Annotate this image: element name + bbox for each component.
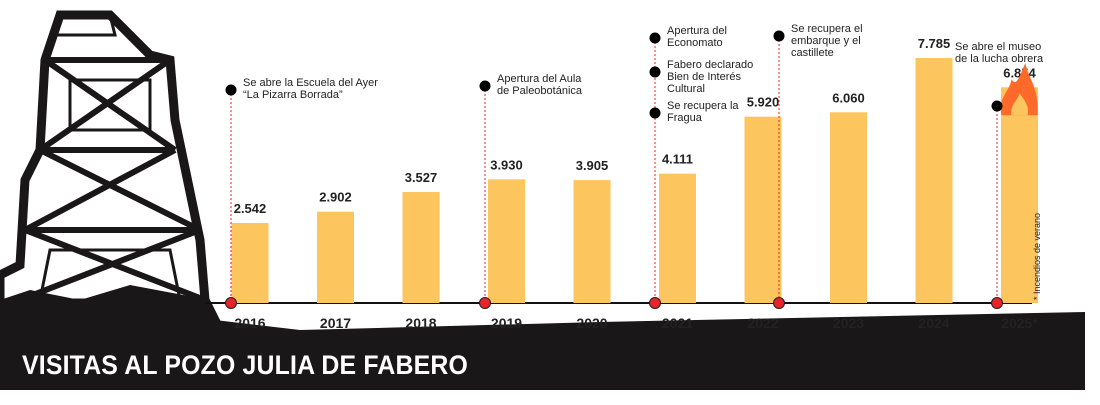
value-label-2021: 4.111 — [662, 152, 693, 167]
value-label-2022: 5.920 — [747, 95, 780, 110]
value-label-2018: 3.527 — [405, 170, 438, 185]
annotation-marker-2021 — [649, 297, 661, 309]
mine-tower-silhouette — [0, 10, 1085, 390]
tick-label-2019: 2019 — [491, 315, 522, 331]
flame-inner — [1011, 93, 1029, 116]
tick-label-2024: 2024 — [918, 315, 949, 331]
annotation-dot — [225, 84, 237, 96]
annotation-marker-2016 — [225, 297, 237, 309]
value-label-2020: 3.905 — [576, 158, 609, 173]
annotation-text-2021: Apertura del Economato — [667, 25, 727, 49]
annotation-dot — [773, 30, 785, 42]
annotation-dot — [649, 66, 661, 78]
bar-2021 — [659, 173, 696, 303]
annotation-text-2019: Apertura del Aula de Paleobotánica — [497, 73, 583, 97]
flame-icon — [1000, 63, 1038, 116]
tick-label-2017: 2017 — [320, 315, 351, 331]
bar-2025* — [1001, 87, 1038, 304]
value-label-2024: 7.785 — [918, 36, 951, 51]
annotation-marker-2019 — [479, 297, 491, 309]
chart-title: VISITAS AL POZO JULIA DE FABERO — [22, 350, 468, 380]
bar-2019 — [488, 179, 525, 303]
annotation-text-2021: Se recupera la Fragua — [667, 100, 739, 124]
bar-2016 — [231, 223, 269, 303]
tick-label-2020: 2020 — [576, 315, 607, 331]
bar-2018 — [402, 192, 440, 303]
annotation-marker-2022 — [773, 297, 785, 309]
value-label-2023: 6.060 — [832, 90, 865, 105]
annotation-marker-2025* — [991, 297, 1003, 309]
tick-label-2025*: 2025* — [1001, 315, 1038, 331]
annotation-dot — [479, 80, 491, 92]
value-label-2019: 3.930 — [490, 157, 523, 172]
tick-label-2016: 2016 — [234, 315, 265, 331]
tick-label-2022: 2022 — [747, 315, 778, 331]
annotation-text-2022: Se recupera el embarque y el castillete — [791, 23, 863, 59]
annotation-text-2021: Fabero declarado Bien de Interés Cultural — [667, 59, 753, 95]
bar-2022 — [744, 116, 782, 304]
value-label-2016: 2.542 — [234, 201, 267, 216]
bar-2017 — [317, 211, 354, 303]
annotation-dot — [991, 100, 1003, 112]
annotation-text-2016: Se abre la Escuela del Ayer “La Pizarra B… — [243, 77, 378, 101]
bar-2024 — [915, 58, 953, 303]
tick-label-2018: 2018 — [405, 315, 436, 331]
tick-label-2023: 2023 — [833, 315, 864, 331]
bar-2020 — [573, 180, 611, 303]
annotation-dot — [649, 32, 661, 44]
bar-2023 — [830, 112, 867, 303]
value-label-2017: 2.902 — [319, 190, 352, 205]
tick-label-2021: 2021 — [662, 315, 693, 331]
annotation-dot — [649, 107, 661, 119]
footnote: * Incendios de verano — [1032, 212, 1042, 300]
annotation-text-2025*: Se abre el museo de la lucha obrera — [955, 41, 1044, 65]
